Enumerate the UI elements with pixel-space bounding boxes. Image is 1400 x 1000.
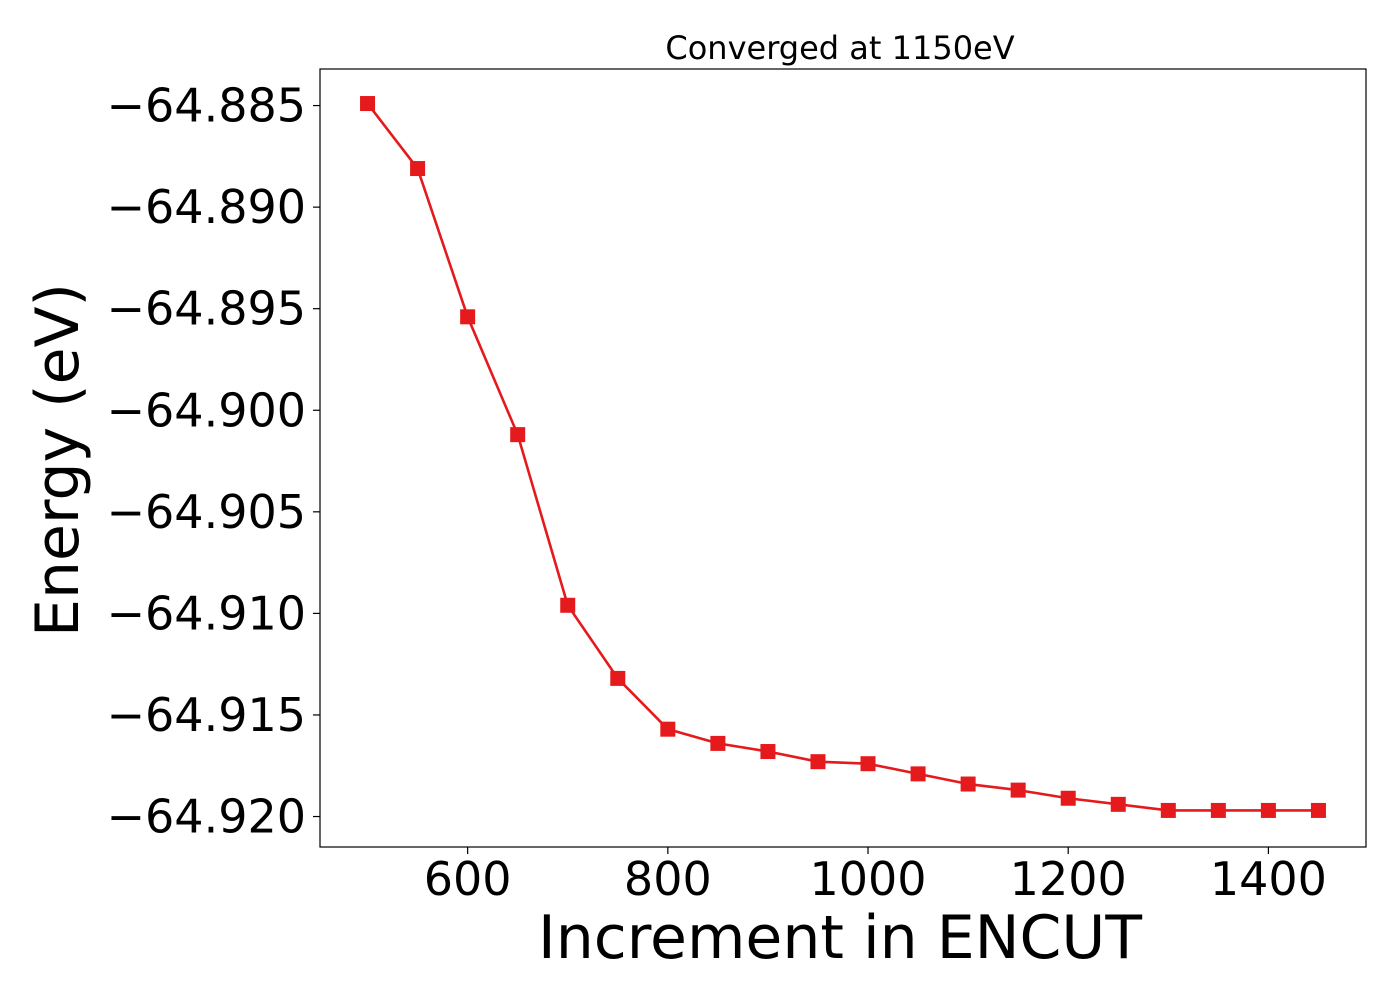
data-point bbox=[860, 756, 876, 772]
x-tick-label: 1000 bbox=[809, 852, 926, 906]
y-tick-label: −64.900 bbox=[107, 383, 307, 437]
y-axis-label: Energy (eV) bbox=[23, 283, 93, 637]
data-point bbox=[960, 776, 976, 792]
x-tick-label: 1400 bbox=[1210, 852, 1327, 906]
y-tick-label: −64.910 bbox=[107, 586, 307, 640]
plot-frame bbox=[319, 68, 1367, 848]
y-axis: −64.885 −64.890 −64.895 −64.900 −64.905 −64.9… bbox=[107, 79, 320, 844]
data-point bbox=[1010, 782, 1026, 798]
data-point bbox=[1210, 802, 1226, 818]
data-point bbox=[460, 309, 476, 325]
data-point bbox=[710, 735, 726, 751]
data-point bbox=[660, 721, 676, 737]
series-line bbox=[366, 102, 1319, 812]
data-point bbox=[510, 427, 526, 443]
data-point bbox=[1160, 802, 1176, 818]
data-point bbox=[910, 766, 926, 782]
y-tick-label: −64.890 bbox=[107, 180, 307, 234]
plot-area bbox=[360, 96, 1326, 818]
data-point bbox=[360, 96, 376, 112]
chart-title: Converged at 1150eV bbox=[665, 29, 1014, 67]
x-axis-label: Increment in ENCUT bbox=[538, 903, 1142, 973]
data-point bbox=[760, 744, 776, 760]
x-tick-label: 600 bbox=[424, 852, 512, 906]
data-point bbox=[560, 597, 576, 613]
y-tick-label: −64.905 bbox=[107, 485, 307, 539]
data-point bbox=[1260, 802, 1276, 818]
data-point bbox=[810, 754, 826, 770]
data-point bbox=[1060, 790, 1076, 806]
y-tick-label: −64.920 bbox=[107, 790, 307, 844]
data-point bbox=[1310, 802, 1326, 818]
x-tick-label: 1200 bbox=[1010, 852, 1127, 906]
y-tick-label: −64.915 bbox=[107, 688, 307, 742]
data-point bbox=[610, 670, 626, 686]
data-point bbox=[410, 161, 426, 177]
y-tick-label: −64.885 bbox=[107, 79, 307, 133]
data-point bbox=[1110, 796, 1126, 812]
x-axis: 600 800 1000 1200 1400 bbox=[424, 847, 1327, 906]
x-tick-label: 800 bbox=[624, 852, 712, 906]
y-tick-label: −64.895 bbox=[107, 282, 307, 336]
